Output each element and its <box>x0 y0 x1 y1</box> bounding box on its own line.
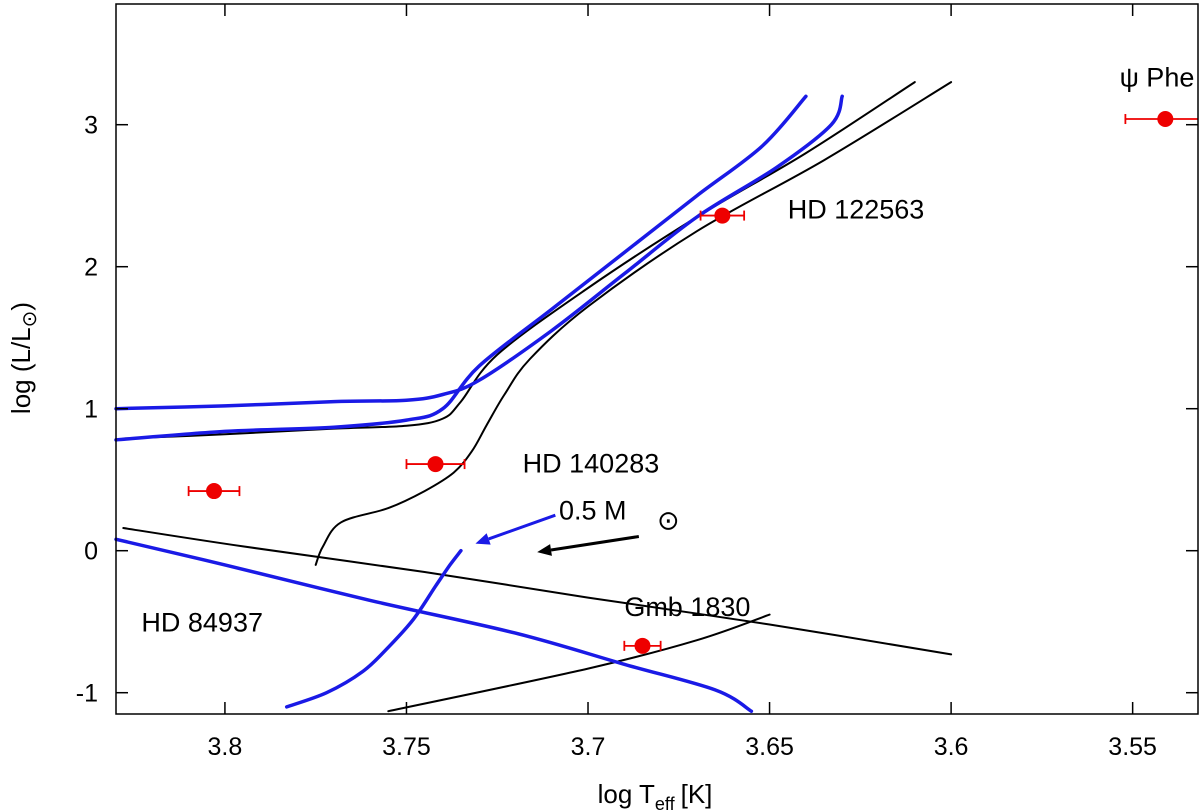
annotation-2: HD 140283 <box>523 449 660 479</box>
x-axis-ticks: 3.8 3.75 3.7 3.65 3.6 3.55 <box>208 4 1157 761</box>
x-tick-label: 3.6 <box>934 733 969 761</box>
y-tick-label: 2 <box>84 254 98 282</box>
plot-frame <box>115 3 1199 715</box>
x-tick-label: 3.65 <box>745 733 794 761</box>
y-tick-label: 1 <box>84 396 98 424</box>
isochrone-blue-5 <box>114 94 844 411</box>
star-point-1 <box>187 483 241 500</box>
isochrone-black-4 <box>387 613 771 713</box>
y-tick-label: 3 <box>84 112 98 140</box>
isochrone-curves <box>114 81 953 713</box>
y-tick-label: 0 <box>84 538 98 566</box>
star-point-5 <box>1124 111 1198 128</box>
isochrone-black-1 <box>122 81 916 440</box>
star-point-2 <box>405 456 466 473</box>
x-tick-label: 3.7 <box>571 733 606 761</box>
mass-arrow-black <box>537 535 640 556</box>
star-point-3 <box>699 207 746 224</box>
annotation-5: ψ Phe <box>1120 62 1195 92</box>
isochrone-black-2 <box>314 81 953 566</box>
mass-arrow-blue <box>475 513 556 545</box>
x-axis-label: log Teff [K] <box>598 779 713 812</box>
annotation-1: HD 122563 <box>788 194 925 224</box>
isochrone-blue-6 <box>114 94 808 442</box>
star-point-4 <box>623 637 662 654</box>
annotation-4: Gmb 1830 <box>624 592 750 622</box>
y-axis-label: log (L/L⊙) <box>6 302 41 414</box>
star-markers <box>187 111 1198 654</box>
x-tick-label: 3.8 <box>208 733 243 761</box>
isochrone-black-3 <box>122 527 953 656</box>
x-tick-label: 3.75 <box>382 733 431 761</box>
annotation-6: 0.5 M <box>559 495 627 525</box>
isochrone-blue-8 <box>114 537 754 713</box>
y-axis-ticks: -1 0 1 2 3 <box>76 112 1198 708</box>
star-labels: HD 122563 HD 140283 HD 84937 Gmb 1830 ψ Phe 0… <box>141 62 1194 637</box>
annotation-7: ⊙ <box>657 505 680 535</box>
isochrone-blue-7 <box>284 548 463 709</box>
annotation-3: HD 84937 <box>141 608 263 638</box>
arrow-annotations <box>475 513 640 556</box>
y-tick-label: -1 <box>76 680 98 708</box>
x-tick-label: 3.55 <box>1108 733 1157 761</box>
